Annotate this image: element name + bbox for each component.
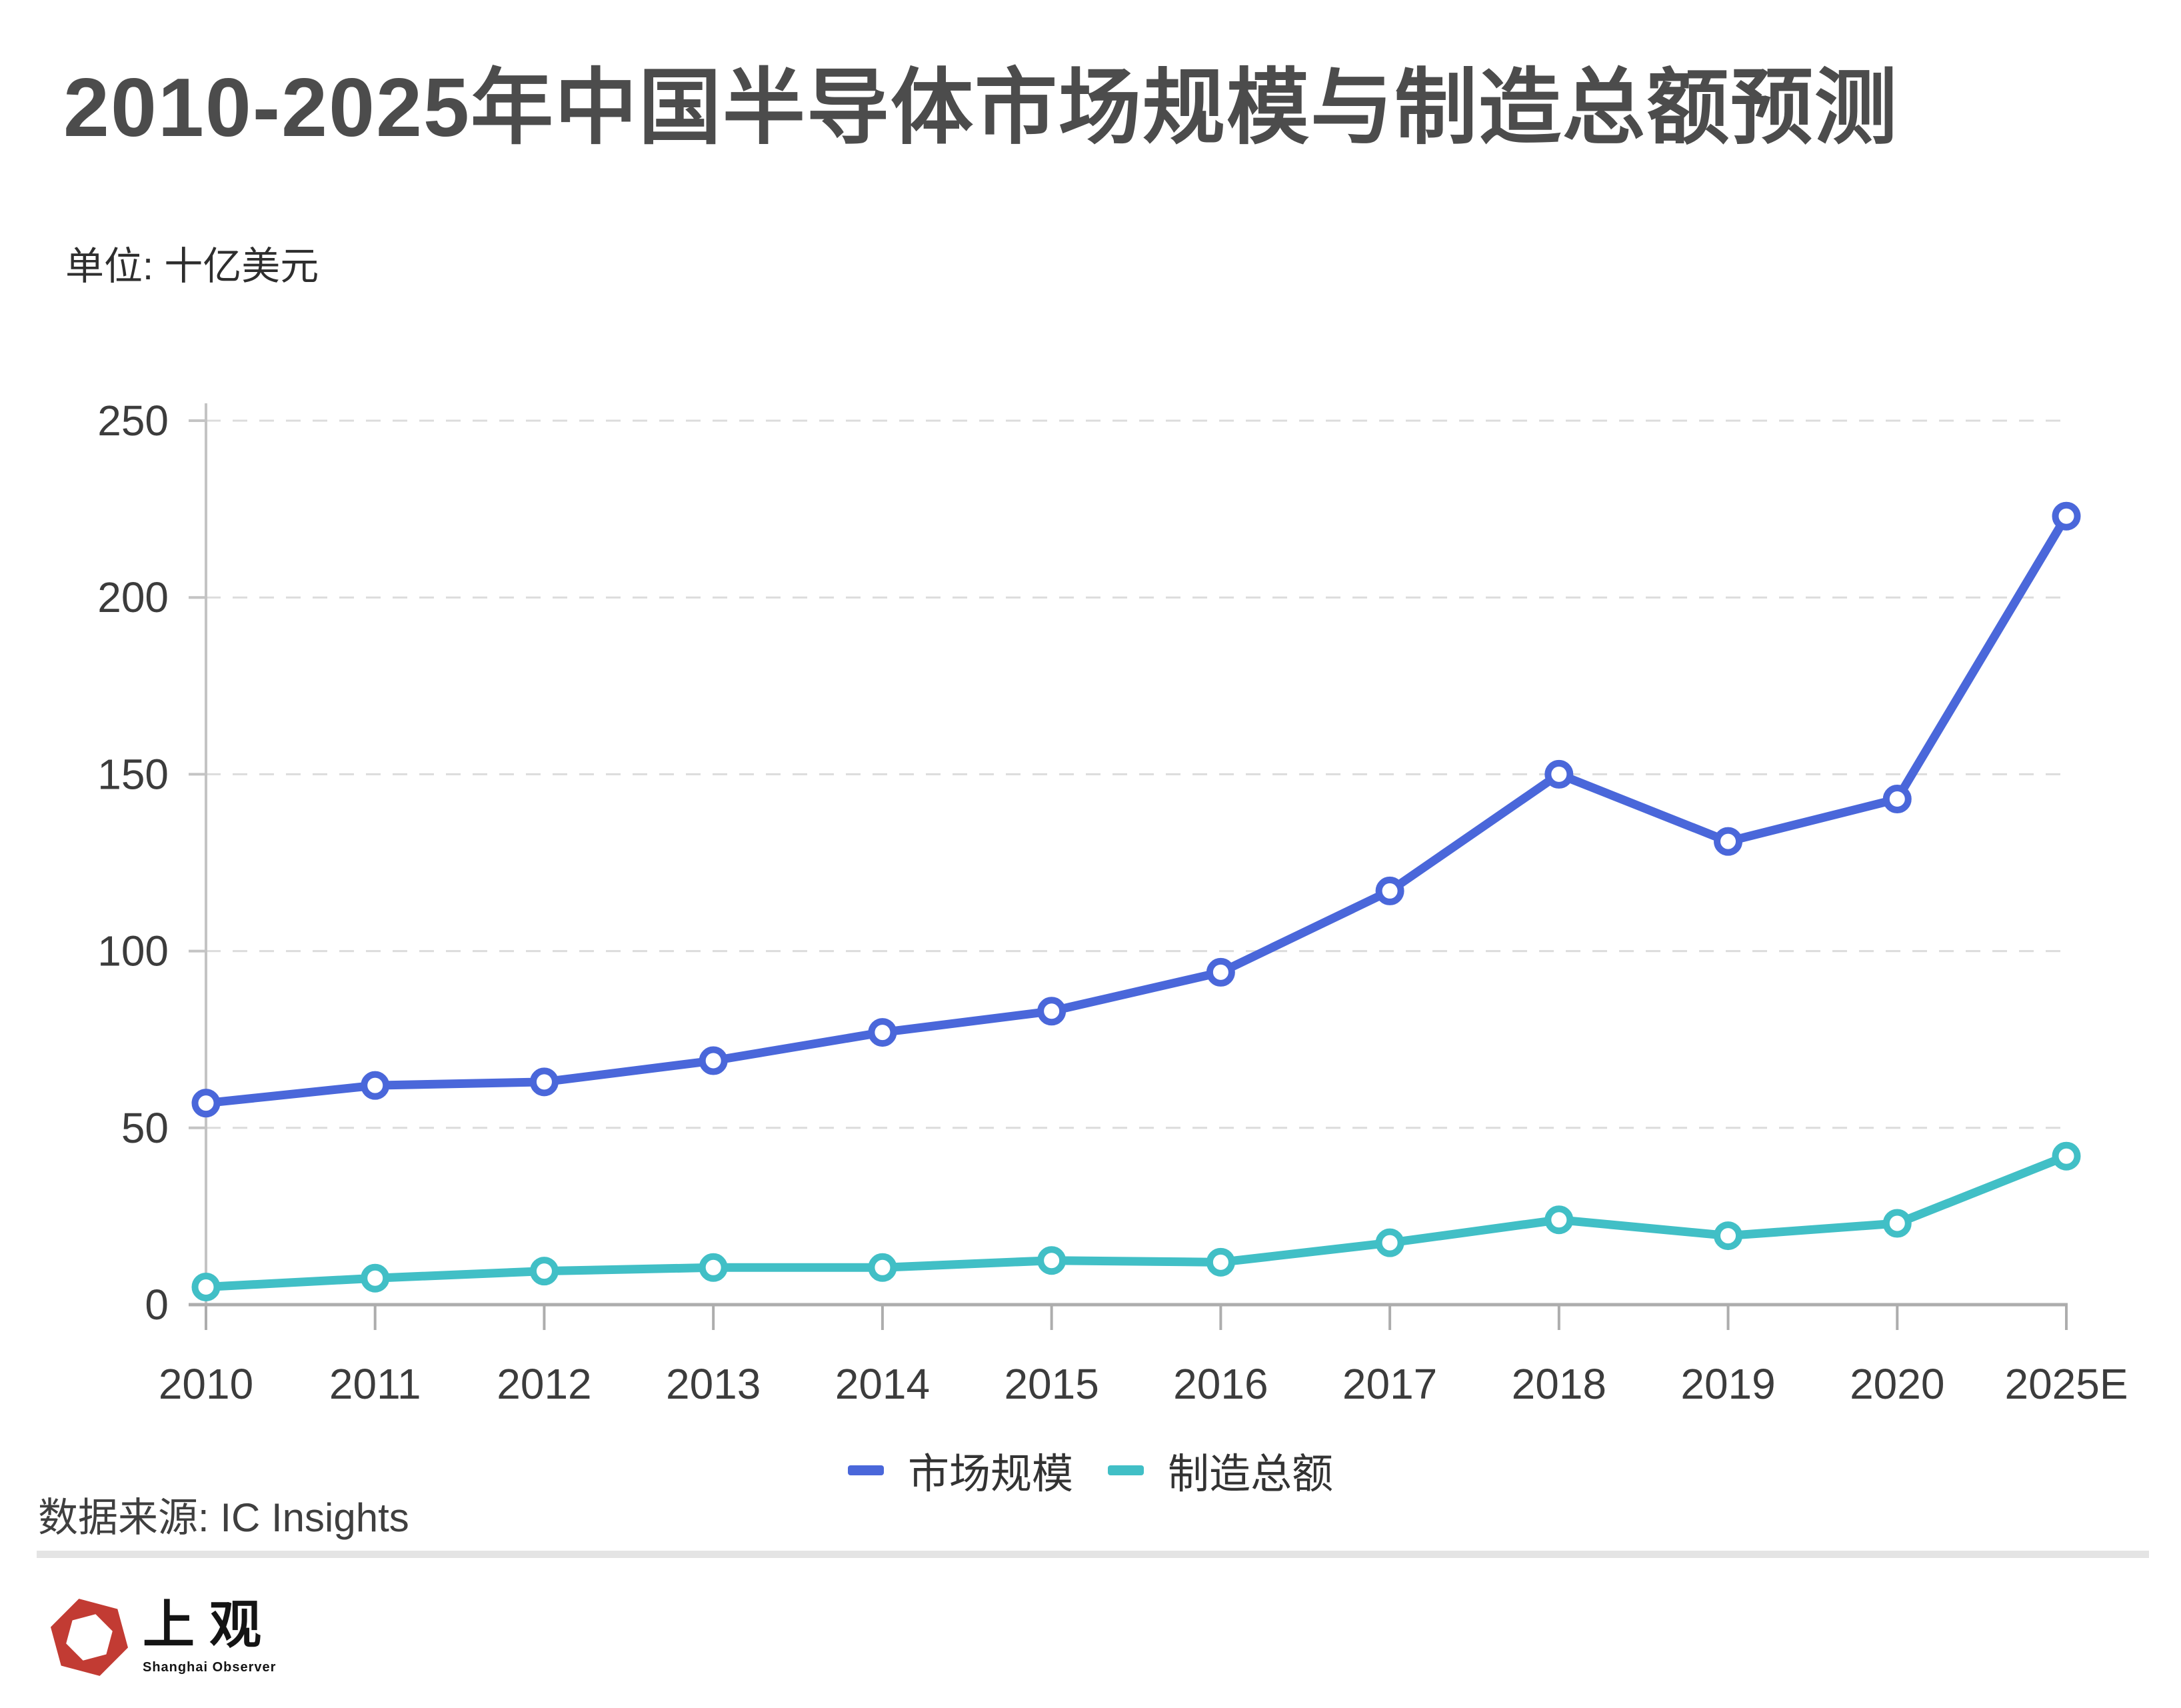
data-point [191,1272,221,1301]
logo-cn: 上观 [143,1595,277,1654]
legend-swatch-market-size [847,1465,884,1475]
data-point [1882,1209,1912,1238]
legend-item-manufacturing-total: 制造总额 [1108,1440,1333,1500]
data-point [868,1253,897,1282]
svg-text:2015: 2015 [1004,1360,1098,1408]
data-source: 数据来源: IC Insights [38,1495,409,1540]
data-point [529,1257,559,1286]
logo-hexagon-icon [51,1599,128,1676]
axes [189,403,2068,1330]
shanghai-observer-logo: 上观 Shanghai Observer [47,1595,276,1680]
data-point [1375,876,1404,905]
y-tick-labels: 0 50 100 150 200 250 [97,397,169,1329]
svg-text:2013: 2013 [666,1360,761,1408]
data-point [699,1046,728,1075]
svg-text:2016: 2016 [1173,1360,1268,1408]
chart-title: 2010-2025年中国半导体市场规模与制造总额预测 [63,62,1898,154]
svg-text:50: 50 [121,1104,169,1152]
svg-text:2020: 2020 [1850,1360,1944,1408]
legend: 市场规模 制造总额 [0,1440,2181,1500]
logo-text: 上观 Shanghai Observer [143,1595,276,1675]
svg-text:2018: 2018 [1512,1360,1606,1408]
svg-text:2017: 2017 [1342,1360,1437,1408]
data-point [1037,997,1067,1026]
data-point [1544,759,1574,789]
data-point [1037,1246,1067,1275]
data-point [2052,1141,2081,1171]
data-point [1206,1247,1235,1277]
data-point [1375,1228,1404,1257]
data-point [1206,957,1235,987]
data-point [1714,1221,1743,1251]
svg-text:200: 200 [97,573,169,621]
legend-label-market-size: 市场规模 [907,1451,1073,1497]
svg-text:0: 0 [145,1281,169,1329]
legend-item-market-size: 市场规模 [847,1440,1073,1500]
svg-text:2019: 2019 [1680,1360,1775,1408]
svg-text:250: 250 [97,397,169,445]
svg-text:100: 100 [97,927,169,975]
svg-text:2012: 2012 [497,1360,591,1408]
data-point [191,1089,221,1118]
data-point [1714,827,1743,856]
data-point [1544,1205,1574,1235]
svg-text:2014: 2014 [835,1360,930,1408]
svg-text:2011: 2011 [329,1360,421,1408]
series-manufacturing-total [191,1141,2081,1301]
series-market-size [191,501,2081,1118]
svg-text:2025E: 2025E [2004,1360,2128,1408]
data-point [529,1067,559,1097]
y-gridlines [206,419,2066,1129]
data-point [699,1253,728,1282]
legend-label-manufacturing-total: 制造总额 [1168,1451,1334,1497]
footer-divider [37,1551,2149,1558]
data-point [361,1263,390,1293]
data-point [2052,501,2081,531]
logo-en: Shanghai Observer [143,1660,277,1675]
legend-swatch-manufacturing-total [1108,1465,1144,1475]
svg-text:2010: 2010 [159,1360,253,1408]
svg-text:150: 150 [97,750,169,798]
data-point [1882,785,1912,814]
data-point [361,1071,390,1100]
x-tick-labels: 2010 2011 2012 2013 2014 2015 2016 2017 2018 2019… [159,1360,2128,1408]
data-point [868,1018,897,1047]
unit-label: 单位: 十亿美元 [65,245,319,288]
